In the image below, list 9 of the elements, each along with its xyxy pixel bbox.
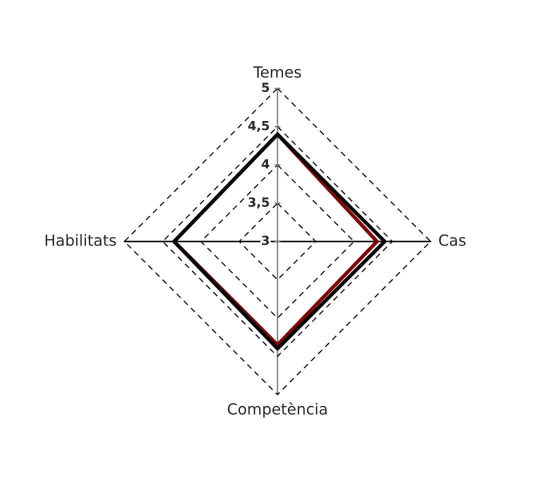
spoke-label: Temes [253,66,301,78]
y-tick-label: 4,5 [248,121,269,132]
y-tick-label: 5 [262,82,269,92]
y-tick-label: 3 [262,236,269,246]
spoke-label: Habilitats [46,234,116,246]
spoke-label: Cas [439,234,466,246]
spoke-label: Competència [228,402,327,418]
y-tick-label: 3,5 [248,197,269,208]
y-tick-label: 4 [262,159,270,168]
